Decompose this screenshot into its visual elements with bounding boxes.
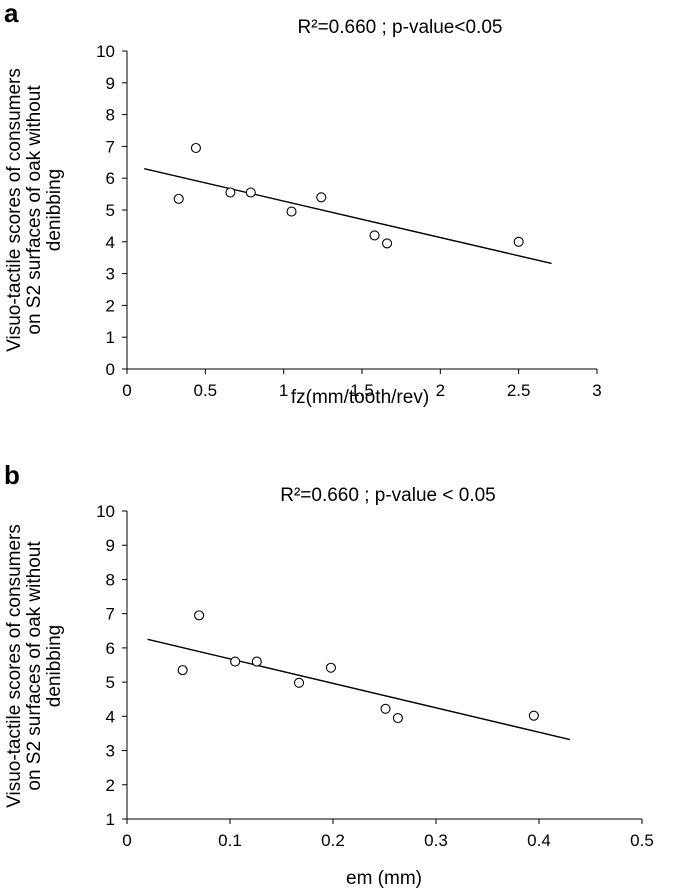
panel-b-data-point — [251, 656, 262, 667]
panel-a-ylabel-line-3: denibbing — [44, 169, 65, 251]
panel-b-y-tick-label: 2 — [106, 776, 115, 795]
panel-a-letter: a — [4, 0, 19, 28]
panel-a: a R²=0.660 ; p-value<0.05 Visuo-tactile … — [4, 0, 602, 408]
panel-a-x-tick-label: 0.5 — [194, 381, 218, 400]
panel-a-y-tick-label: 8 — [106, 106, 115, 125]
panel-a-x-tick-label: 3 — [592, 381, 601, 400]
panel-a-x-tick-label: 2 — [436, 381, 445, 400]
panel-a-plot-area: 0 1 2 3 4 5 6 7 8 9 10 0 0.5 1 1.5 2 2.5 3 — [96, 42, 602, 400]
panel-b-y-tick-label: 6 — [106, 639, 115, 658]
panel-b-trendline — [147, 638, 571, 741]
panel-b-letter: b — [4, 460, 20, 490]
panel-b-y-axis-label: Visuo-tactile scores of consumers on S2 … — [4, 524, 65, 808]
panel-b-x-tick-label: 0.4 — [527, 831, 551, 850]
panel-b-x-tick-label: 0.5 — [630, 831, 654, 850]
panel-a-title: R²=0.660 ; p-value<0.05 — [298, 17, 503, 38]
panel-b-data-point — [194, 610, 205, 621]
panel-a-y-tick-label: 10 — [96, 42, 115, 61]
panel-a-data-point — [225, 187, 236, 198]
panel-a-data-point — [286, 206, 297, 217]
panel-a-y-tick-label: 5 — [106, 201, 115, 220]
panel-a-y-axis-label: Visuo-tactile scores of consumers on S2 … — [4, 68, 65, 352]
panel-b-x-tick-label: 0 — [122, 831, 131, 850]
panel-a-data-point — [190, 142, 201, 154]
panel-b-x-tick-label: 0.2 — [321, 831, 345, 850]
panel-a-data-point — [173, 193, 184, 204]
panel-a-ylabel-line-1: Visuo-tactile scores of consumers — [4, 68, 25, 352]
panel-b-y-tick-label: 8 — [106, 570, 115, 589]
panel-a-y-tick-label: 6 — [106, 169, 115, 188]
panel-b-ylabel-line-3: denibbing — [44, 625, 65, 707]
panel-a-y-tick-label: 0 — [106, 360, 115, 379]
panel-b-data-point — [230, 656, 241, 667]
panel-a-y-tick-label: 7 — [106, 137, 115, 156]
panel-b-y-tick-label: 9 — [106, 536, 115, 555]
panel-b-y-tick-label: 5 — [106, 673, 115, 692]
panel-a-x-tick-label: 1 — [279, 381, 288, 400]
panel-b-y-tick-label: 10 — [96, 502, 115, 521]
panel-b-title: R²=0.660 ; p-value < 0.05 — [280, 485, 495, 506]
panel-a-trendline — [144, 167, 552, 265]
panel-a-y-tick-label: 1 — [106, 328, 115, 347]
panel-a-y-tick-label: 3 — [106, 265, 115, 284]
panel-b-data-point — [380, 703, 391, 714]
panel-a-x-tick-label: 1.5 — [350, 381, 374, 400]
panel-a-data-point — [382, 238, 393, 249]
panel-b: b R²=0.660 ; p-value < 0.05 Visuo-tactil… — [4, 460, 654, 889]
panel-b-ylabel-line-2: on S2 surfaces of oak without — [24, 541, 45, 791]
panel-a-x-tick-label: 0 — [122, 381, 131, 400]
panel-b-ylabel-line-1: Visuo-tactile scores of consumers — [4, 524, 25, 808]
panel-b-data-point — [177, 665, 188, 676]
panel-b-x-tick-label: 0.3 — [424, 831, 448, 850]
panel-a-data-point — [513, 236, 524, 247]
panel-b-data-point — [392, 712, 403, 724]
panel-b-x-axis-label: em (mm) — [346, 868, 422, 889]
panel-a-y-tick-label: 4 — [106, 233, 115, 252]
panel-b-y-tick-label: 3 — [106, 742, 115, 761]
panel-b-y-tick-label: 4 — [106, 707, 115, 726]
panel-b-y-tick-label: 1 — [106, 810, 115, 829]
panel-b-plot-area: 1 2 3 4 5 6 7 8 9 10 0 0.1 0.2 0.3 0.4 0.5 — [96, 502, 654, 850]
panel-a-x-axis-label: fz(mm/tooth/rev) — [291, 387, 429, 408]
panel-a-data-point — [316, 192, 327, 203]
panel-b-data-point — [293, 677, 305, 688]
panel-a-y-tick-label: 2 — [106, 296, 115, 315]
panel-b-data-point — [325, 662, 336, 673]
panel-b-x-tick-label: 0.1 — [218, 831, 242, 850]
panel-b-y-tick-label: 7 — [106, 605, 115, 624]
panel-a-x-tick-label: 2.5 — [507, 381, 531, 400]
panel-a-data-point — [369, 230, 380, 241]
panel-a-y-tick-label: 9 — [106, 74, 115, 93]
panel-a-data-point — [245, 187, 256, 198]
panel-b-data-point — [528, 710, 539, 721]
panel-a-ylabel-line-2: on S2 surfaces of oak without — [24, 85, 45, 335]
